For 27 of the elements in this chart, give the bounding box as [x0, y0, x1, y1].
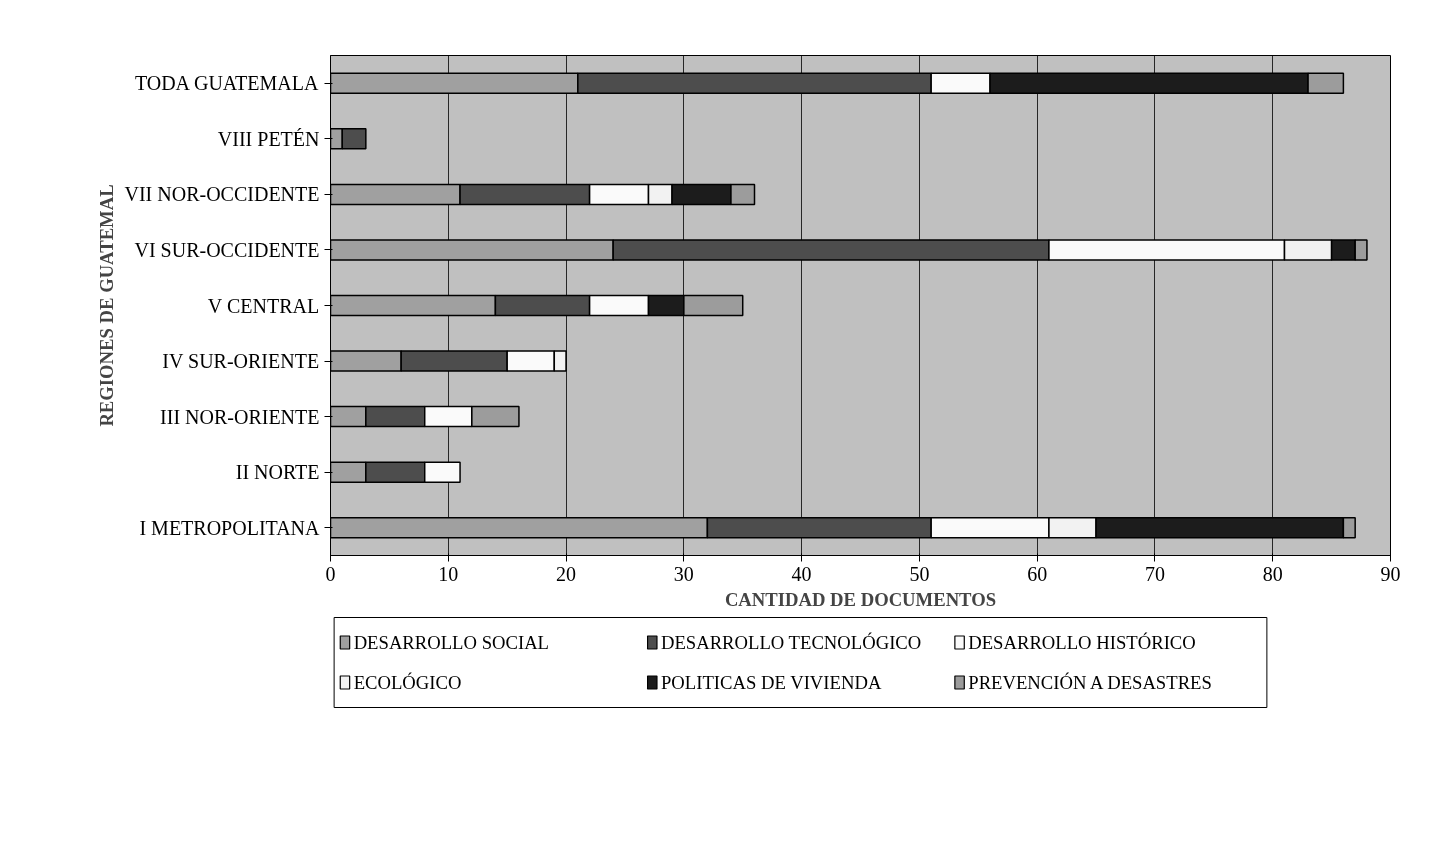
y-tick-label: VII NOR-OCCIDENTE	[124, 183, 320, 206]
y-tick-label: I METROPOLITANA	[139, 516, 321, 539]
legend-label: PREVENCIÓN A DESASTRES	[968, 672, 1212, 693]
y-tick-label: V CENTRAL	[207, 294, 320, 317]
legend-label: DESARROLLO TECNOLÓGICO	[660, 632, 922, 653]
y-tick-label: IV SUR-ORIENTE	[162, 350, 320, 373]
x-tick-label: 50	[909, 562, 930, 585]
y-tick-label: VIII PETÉN	[217, 127, 320, 150]
x-tick-label: 0	[325, 562, 336, 585]
legend-label: ECOLÓGICO	[353, 672, 462, 693]
x-tick-label: 70	[1144, 562, 1165, 585]
x-tick-label: 30	[673, 562, 694, 585]
x-axis-title: CANTIDAD DE DOCUMENTOS	[724, 588, 997, 610]
legend-label: DESARROLLO HISTÓRICO	[968, 632, 1196, 653]
x-tick-label: 60	[1027, 562, 1048, 585]
x-tick-label: 10	[438, 562, 459, 585]
x-tick-label: 20	[556, 562, 577, 585]
y-tick-label: TODA GUATEMALA	[134, 72, 319, 95]
x-tick-label: 80	[1262, 562, 1283, 585]
x-tick-label: 90	[1380, 562, 1401, 585]
y-axis-title: REGIONES DE GUATEMAL	[95, 184, 117, 427]
y-tick-label: II NORTE	[235, 461, 320, 484]
y-tick-label: III NOR-ORIENTE	[160, 405, 320, 428]
y-tick-label: VI SUR-OCCIDENTE	[134, 238, 320, 261]
legend-label: POLITICAS DE VIVIENDA	[660, 672, 882, 693]
x-tick-label: 40	[791, 562, 812, 585]
legend-label: DESARROLLO SOCIAL	[353, 632, 550, 653]
